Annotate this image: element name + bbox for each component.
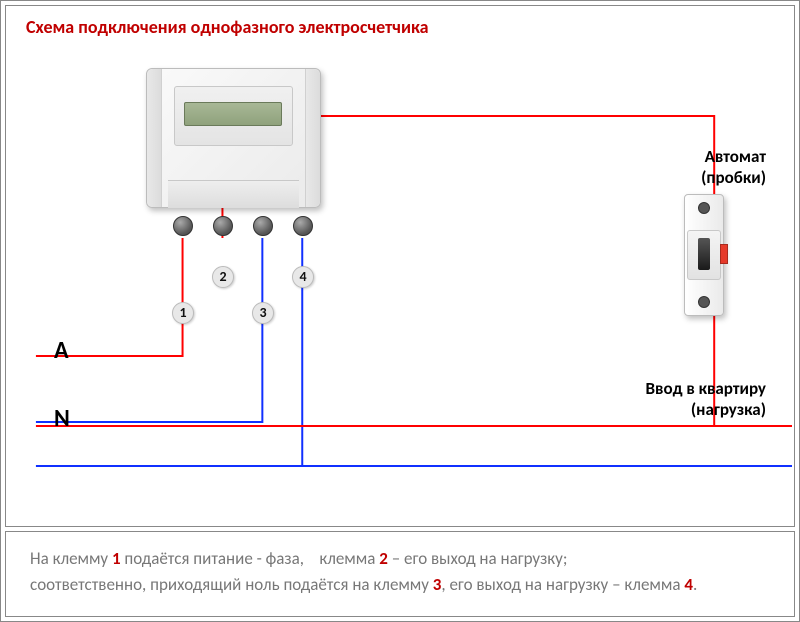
- terminal-label-4: 4: [292, 266, 314, 288]
- phase-label: A: [54, 336, 69, 365]
- wiring-diagram: Схема подключения однофазного электросче…: [0, 0, 800, 622]
- terminal-2: [213, 216, 233, 236]
- circuit-breaker: [684, 194, 724, 316]
- load-label-line1: Ввод в квартиру: [646, 378, 767, 399]
- breaker-label-line1: Автомат: [701, 146, 766, 167]
- breaker-terminal-top: [698, 202, 710, 214]
- caption-line-2: соответственно, приходящий ноль подаётся…: [30, 572, 770, 598]
- accent-1: 1: [112, 548, 121, 569]
- terminal-label-2: 2: [212, 266, 234, 288]
- meter-lcd: [184, 102, 282, 126]
- caption: На клемму 1 подаётся питание - фаза, кле…: [5, 531, 795, 617]
- terminal-1: [173, 216, 193, 236]
- wire-layer: [6, 6, 794, 526]
- breaker-label: Автомат (пробки): [701, 146, 766, 189]
- load-label-line2: (нагрузка): [646, 399, 767, 420]
- breaker-label-line2: (пробки): [701, 167, 766, 188]
- accent-2: 2: [379, 548, 388, 569]
- diagram-canvas: Схема подключения однофазного электросче…: [5, 5, 795, 527]
- caption-line-1: На клемму 1 подаётся питание - фаза, кле…: [30, 546, 770, 572]
- electric-meter: [146, 68, 321, 208]
- accent-4: 4: [684, 574, 693, 595]
- terminal-4: [293, 216, 313, 236]
- neutral-label: N: [54, 404, 70, 433]
- breaker-indicator: [720, 244, 728, 264]
- breaker-lever: [698, 238, 710, 270]
- terminal-label-3: 3: [252, 302, 274, 324]
- meter-terminal-block: [168, 180, 299, 208]
- load-label: Ввод в квартиру (нагрузка): [646, 378, 767, 421]
- terminal-label-1: 1: [172, 302, 194, 324]
- breaker-terminal-bottom: [698, 296, 710, 308]
- terminal-3: [253, 216, 273, 236]
